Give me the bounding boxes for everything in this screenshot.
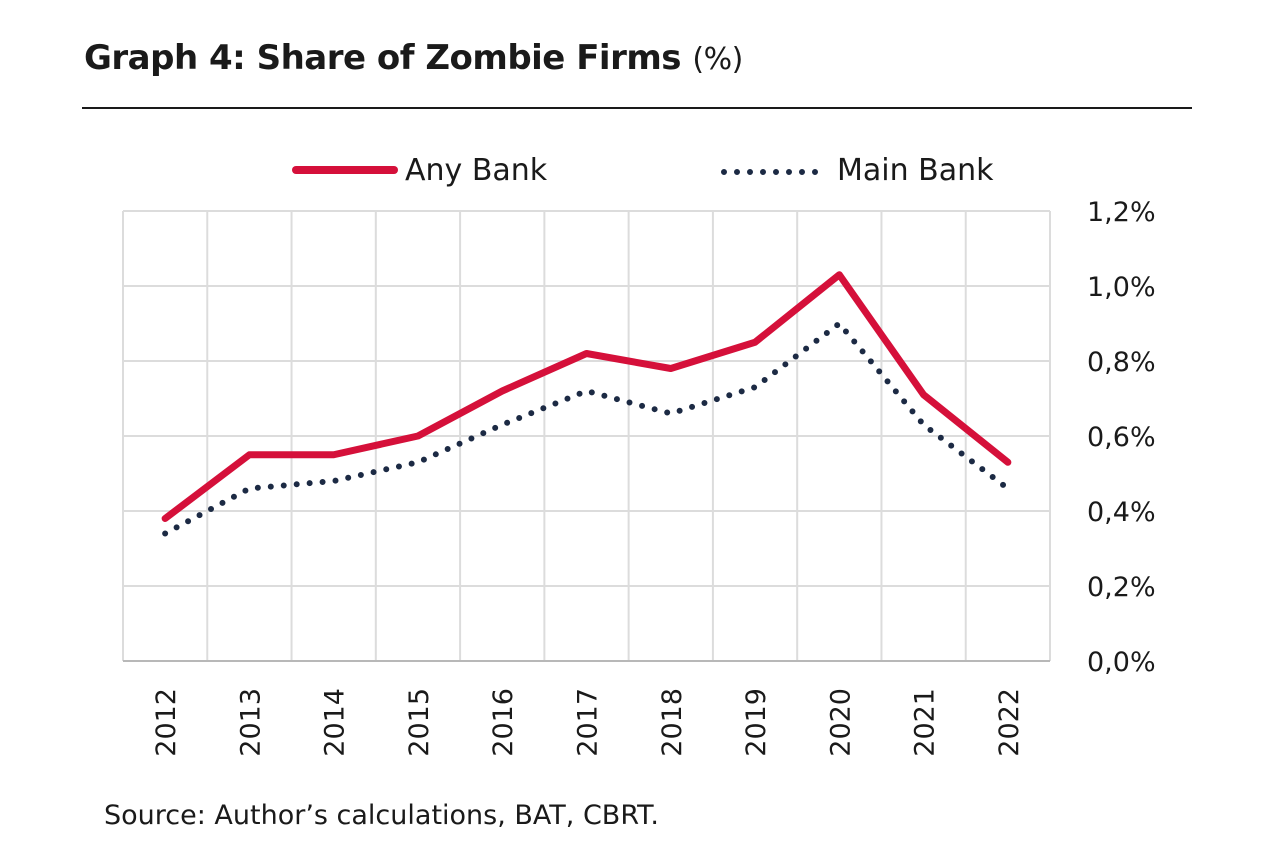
x-tick-label: 2017 [573,688,604,757]
x-tick-label: 2016 [488,688,519,757]
series-lines [161,271,1012,537]
y-tick-label: 0,2% [1087,572,1156,603]
y-tick-label: 0,0% [1087,647,1156,678]
x-tick-label: 2019 [741,688,772,757]
x-tick-label: 2014 [320,688,351,757]
y-tick-label: 1,0% [1087,272,1156,303]
x-tick-label: 2021 [910,688,941,757]
y-tick-label: 0,8% [1087,347,1156,378]
y-tick-label: 0,4% [1087,497,1156,528]
chart-title: Graph 4: Share of Zombie Firms (%) [84,38,743,78]
x-tick-label: 2015 [404,688,435,757]
grid-lines [122,210,1051,661]
title-divider [82,107,1192,109]
legend-label-main-bank: Main Bank [837,153,994,188]
x-tick-label: 2012 [151,688,182,757]
x-tick-label: 2022 [994,688,1025,757]
source-note: Source: Author’s calculations, BAT, CBRT… [104,800,659,831]
x-tick-label: 2018 [657,688,688,757]
series-line-any-bank [161,271,1012,522]
x-tick-labels: 2012 2013 2014 2015 2016 2017 2018 2019 2020 2021… [151,688,1025,757]
x-tick-label: 2020 [825,688,856,757]
chart-title-unit: (%) [692,42,743,77]
x-tick-label: 2013 [235,688,266,757]
y-tick-labels: 0,0% 0,2% 0,4% 0,6% 0,8% 1,0% 1,2% [1087,197,1156,678]
y-tick-label: 0,6% [1087,422,1156,453]
legend: Any Bank Main Bank [292,153,994,188]
chart-title-text: Graph 4: Share of Zombie Firms [84,38,682,78]
y-tick-label: 1,2% [1087,197,1156,228]
legend-label-any-bank: Any Bank [405,153,548,188]
